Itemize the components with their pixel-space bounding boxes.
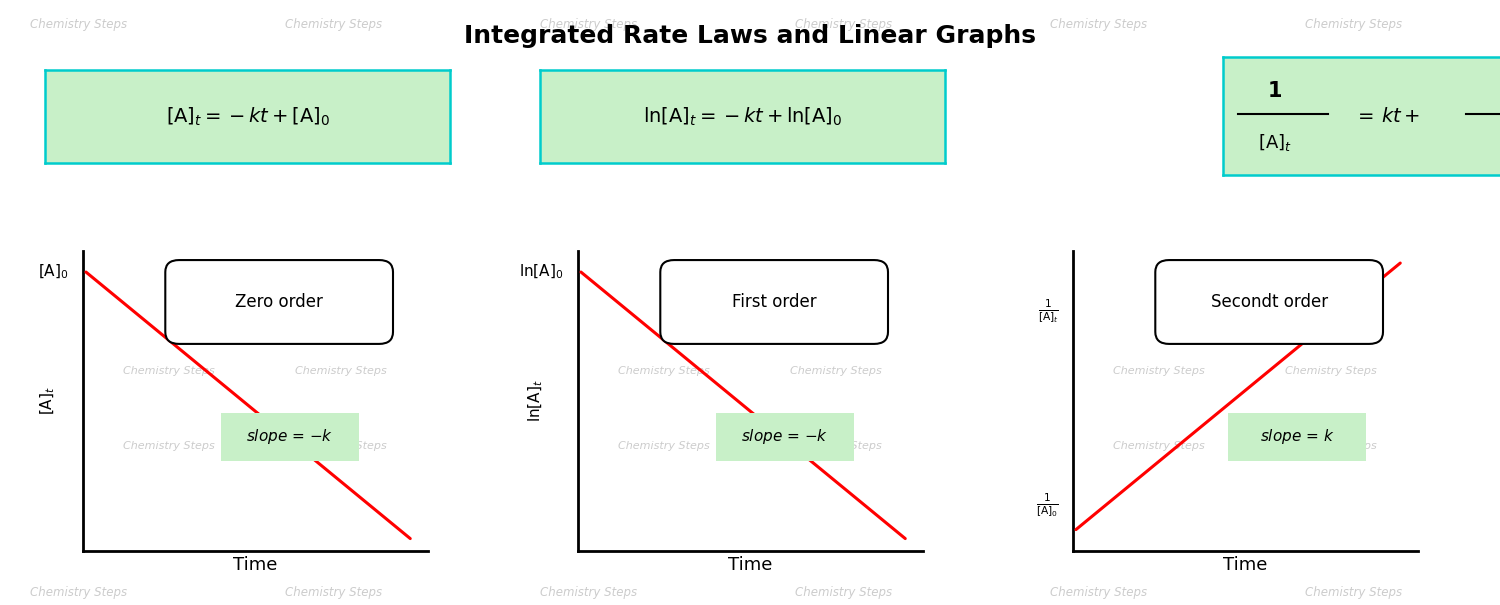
Text: Chemistry Steps: Chemistry Steps [1113, 366, 1204, 376]
Text: Chemistry Steps: Chemistry Steps [296, 440, 387, 451]
Text: $[\mathrm{A}]_t$: $[\mathrm{A}]_t$ [1258, 132, 1292, 153]
X-axis label: Time: Time [1222, 556, 1268, 574]
Text: $[\mathrm{A}]_t$: $[\mathrm{A}]_t$ [39, 387, 57, 415]
Text: slope = $k$: slope = $k$ [1260, 427, 1334, 446]
FancyBboxPatch shape [660, 260, 888, 344]
Text: $[\mathrm{A}]_0$: $[\mathrm{A}]_0$ [38, 263, 69, 281]
Text: Chemistry Steps: Chemistry Steps [1305, 18, 1402, 31]
Text: 1: 1 [1268, 80, 1282, 100]
Text: Chemistry Steps: Chemistry Steps [795, 18, 892, 31]
Text: Chemistry Steps: Chemistry Steps [1305, 586, 1402, 600]
FancyBboxPatch shape [1227, 413, 1365, 461]
Text: Chemistry Steps: Chemistry Steps [790, 440, 882, 451]
Text: Chemistry Steps: Chemistry Steps [30, 586, 128, 600]
Text: Chemistry Steps: Chemistry Steps [285, 586, 382, 600]
Text: Chemistry Steps: Chemistry Steps [1050, 18, 1148, 31]
Text: Chemistry Steps: Chemistry Steps [618, 440, 710, 451]
Text: Chemistry Steps: Chemistry Steps [123, 440, 214, 451]
Text: $\ln[\mathrm{A}]_0$: $\ln[\mathrm{A}]_0$ [519, 263, 564, 281]
Text: $[\mathrm{A}]_t = -kt + [\mathrm{A}]_0$: $[\mathrm{A}]_t = -kt + [\mathrm{A}]_0$ [165, 105, 330, 128]
Text: $\ln[\mathrm{A}]_t$: $\ln[\mathrm{A}]_t$ [526, 379, 546, 422]
Text: Chemistry Steps: Chemistry Steps [540, 18, 638, 31]
Text: Chemistry Steps: Chemistry Steps [123, 366, 214, 376]
Text: Chemistry Steps: Chemistry Steps [795, 586, 892, 600]
Text: Chemistry Steps: Chemistry Steps [540, 586, 638, 600]
X-axis label: Time: Time [232, 556, 278, 574]
Text: Chemistry Steps: Chemistry Steps [618, 366, 710, 376]
Text: $= \,kt +$: $= \,kt +$ [1354, 107, 1420, 126]
Text: $\frac{1}{[\mathrm{A}]_t}$: $\frac{1}{[\mathrm{A}]_t}$ [1038, 297, 1059, 325]
Text: Chemistry Steps: Chemistry Steps [1050, 586, 1148, 600]
Text: Chemistry Steps: Chemistry Steps [1286, 366, 1377, 376]
Text: Chemistry Steps: Chemistry Steps [1113, 440, 1204, 451]
Text: Chemistry Steps: Chemistry Steps [30, 18, 128, 31]
Text: slope = $-k$: slope = $-k$ [741, 427, 828, 446]
Text: First order: First order [732, 293, 816, 311]
Text: Chemistry Steps: Chemistry Steps [1286, 440, 1377, 451]
FancyBboxPatch shape [716, 413, 854, 461]
Text: slope = $-k$: slope = $-k$ [246, 427, 333, 446]
FancyBboxPatch shape [165, 260, 393, 344]
Text: Zero order: Zero order [236, 293, 322, 311]
Text: $\frac{1}{[\mathrm{A}]_0}$: $\frac{1}{[\mathrm{A}]_0}$ [1036, 492, 1059, 519]
Text: Integrated Rate Laws and Linear Graphs: Integrated Rate Laws and Linear Graphs [464, 24, 1036, 48]
Text: Chemistry Steps: Chemistry Steps [790, 366, 882, 376]
Text: $\ln [\mathrm{A}]_t = -kt + \ln [\mathrm{A}]_0$: $\ln [\mathrm{A}]_t = -kt + \ln [\mathrm… [644, 105, 842, 128]
Text: Chemistry Steps: Chemistry Steps [296, 366, 387, 376]
Text: Secondt order: Secondt order [1210, 293, 1328, 311]
FancyBboxPatch shape [220, 413, 358, 461]
X-axis label: Time: Time [728, 556, 772, 574]
Text: Chemistry Steps: Chemistry Steps [285, 18, 382, 31]
FancyBboxPatch shape [1155, 260, 1383, 344]
